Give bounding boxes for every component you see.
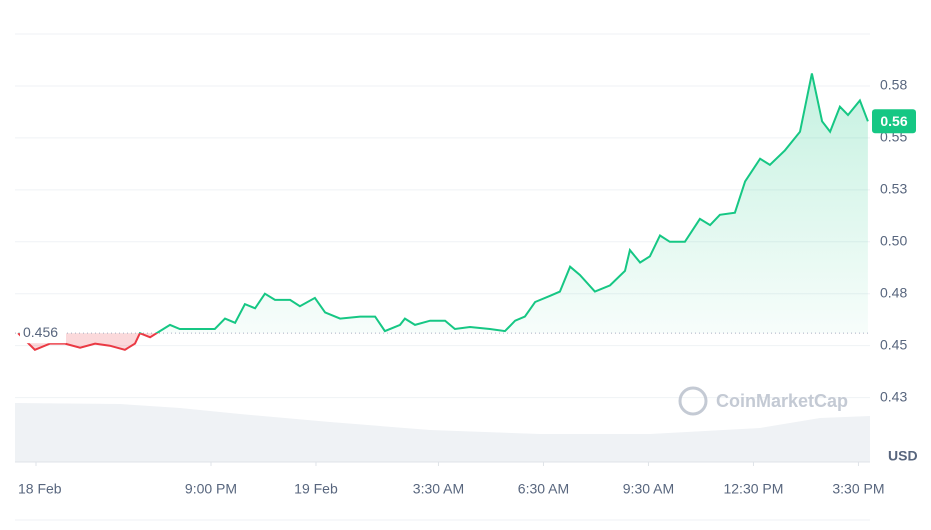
watermark: CoinMarketCap — [716, 391, 848, 411]
price-line-up — [18, 73, 869, 334]
reference-label-bg — [20, 323, 66, 344]
y-tick-label: 0.45 — [880, 336, 907, 352]
x-tick-label: 19 Feb — [294, 481, 338, 497]
y-tick-label: 0.48 — [880, 284, 907, 300]
x-tick-label: 3:30 PM — [832, 481, 884, 497]
watermark-logo — [678, 386, 708, 416]
x-tick-label: 9:00 PM — [185, 481, 237, 497]
y-axis-label: USD — [888, 448, 918, 464]
x-tick-label: 6:30 AM — [518, 481, 569, 497]
x-tick-label: 12:30 PM — [723, 481, 783, 497]
y-tick-label: 0.53 — [880, 181, 907, 197]
y-tick-label: 0.58 — [880, 77, 907, 93]
y-tick-label: 0.50 — [880, 232, 907, 248]
reference-label: 0.456 — [23, 324, 58, 340]
volume-area — [15, 403, 870, 462]
x-tick-label: 3:30 AM — [413, 481, 464, 497]
current-price-label: 0.56 — [880, 113, 907, 129]
current-price-badge — [872, 109, 916, 134]
area-up — [18, 73, 868, 334]
y-tick-label: 0.43 — [880, 388, 907, 404]
x-tick-label: 18 Feb — [18, 481, 62, 497]
x-tick-label: 9:30 AM — [623, 481, 674, 497]
